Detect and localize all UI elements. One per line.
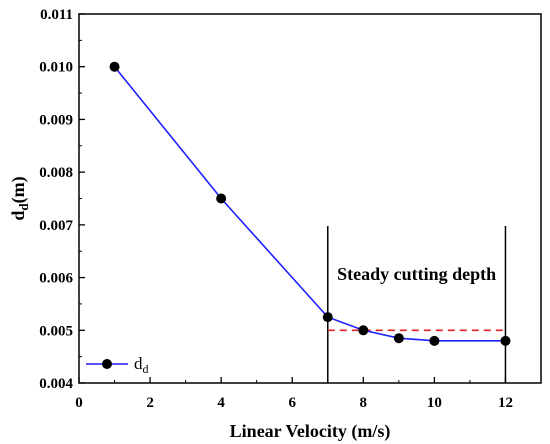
x-tick-label: 10: [427, 395, 442, 411]
data-point: [358, 325, 369, 336]
data-point: [216, 193, 227, 204]
y-tick-label: 0.005: [39, 323, 73, 339]
y-axis-title-tail: (m): [8, 176, 29, 203]
x-tick-label: 6: [288, 395, 296, 411]
y-axis-ticks: 0.004 0.005 0.006 0.007 0.008 0.009 0.010 0.011: [39, 7, 85, 392]
y-tick-label: 0.006: [39, 271, 73, 287]
steady-region-bounds: [327, 226, 507, 383]
y-tick-label: 0.011: [40, 7, 73, 23]
y-tick-label: 0.010: [39, 60, 73, 76]
data-point: [109, 61, 120, 72]
x-tick-label: 8: [360, 395, 368, 411]
x-axis-title: Linear Velocity (m/s): [230, 421, 391, 442]
data-point: [429, 335, 440, 346]
y-tick-label: 0.008: [39, 165, 73, 181]
steady-cutting-depth-annotation: Steady cutting depth: [337, 264, 496, 284]
y-tick-label: 0.009: [39, 112, 73, 128]
y-tick-label: 0.007: [39, 218, 73, 234]
data-point: [393, 333, 404, 344]
legend-label-sub: d: [143, 362, 149, 376]
data-point: [500, 335, 511, 346]
x-tick-label: 0: [75, 395, 83, 411]
plot-area: [78, 13, 542, 384]
legend-marker-sample: [102, 359, 112, 369]
series-line: [113, 66, 506, 342]
data-point: [322, 312, 333, 323]
x-tick-label: 2: [146, 395, 154, 411]
legend-label: dd: [134, 354, 149, 376]
legend-label-main: d: [134, 354, 143, 373]
y-axis-title-sub: d: [16, 203, 31, 211]
y-axis-title: dd(m): [8, 176, 31, 220]
legend: dd: [86, 354, 149, 376]
x-tick-label: 12: [498, 395, 513, 411]
x-tick-label: 4: [217, 395, 225, 411]
y-tick-label: 0.004: [39, 376, 73, 392]
series-points: [109, 61, 511, 346]
x-axis-ticks: 0 2 4 6 8 10 12: [75, 377, 513, 411]
plot-frame: [78, 13, 542, 384]
y-axis-title-main: d: [8, 211, 28, 221]
